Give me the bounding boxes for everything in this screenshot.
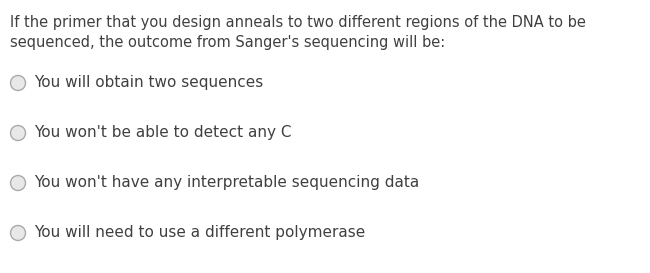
Text: You will need to use a different polymerase: You will need to use a different polymer…	[34, 225, 365, 241]
Circle shape	[10, 76, 25, 91]
Text: You will obtain two sequences: You will obtain two sequences	[34, 76, 263, 91]
Circle shape	[10, 126, 25, 141]
Text: You won't have any interpretable sequencing data: You won't have any interpretable sequenc…	[34, 176, 419, 191]
Text: You won't be able to detect any C: You won't be able to detect any C	[34, 126, 291, 141]
Circle shape	[10, 225, 25, 241]
Text: If the primer that you design anneals to two different regions of the DNA to be
: If the primer that you design anneals to…	[10, 15, 586, 50]
Circle shape	[10, 176, 25, 191]
